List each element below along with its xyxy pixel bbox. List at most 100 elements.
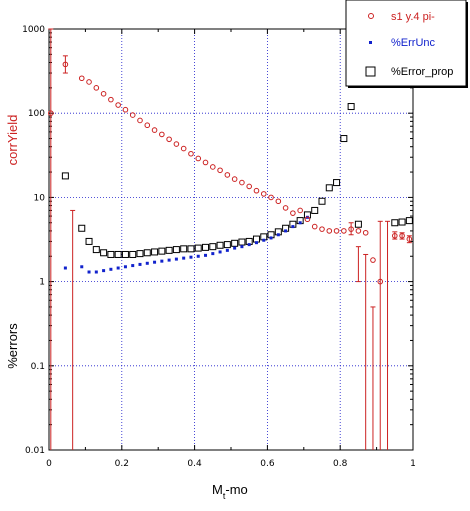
data-point-errprop xyxy=(354,220,362,228)
legend-label-prop: %Error_prop xyxy=(391,66,453,78)
data-point-errunc xyxy=(298,221,302,225)
data-point-errunc xyxy=(145,261,149,265)
data-point-errprop xyxy=(333,179,341,187)
data-point-errunc xyxy=(225,248,229,252)
x-tick-label: 0.2 xyxy=(115,459,129,469)
data-point-yield xyxy=(231,176,238,182)
x-axis-label-sub: t xyxy=(223,491,226,501)
data-point-errprop xyxy=(238,238,246,246)
x-tick-label: 1 xyxy=(410,459,416,469)
y-axis-label-bottom: %errors xyxy=(5,323,20,369)
data-point-yield xyxy=(341,228,347,234)
data-point-errprop xyxy=(180,245,188,253)
legend-label-errunc: %ErrUnc xyxy=(391,37,436,49)
data-point-errprop xyxy=(165,246,173,254)
data-point-yield xyxy=(144,122,151,129)
data-point-errunc xyxy=(138,262,142,266)
data-point-yield xyxy=(377,278,384,285)
legend-label-yield: s1 y.4 pi- xyxy=(391,11,435,23)
data-point-yield xyxy=(392,232,398,239)
series-yield xyxy=(48,61,413,285)
data-point-errprop xyxy=(61,172,69,180)
data-point-errprop xyxy=(100,249,108,257)
data-point-yield xyxy=(108,96,114,103)
legend: s1 y.4 pi- %ErrUnc %Error_prop xyxy=(345,0,468,88)
data-point-errunc xyxy=(247,243,251,247)
data-point-yield xyxy=(268,194,274,201)
data-point-errunc xyxy=(189,255,193,259)
data-point-errprop xyxy=(172,246,180,254)
data-point-yield xyxy=(151,127,158,133)
data-point-yield xyxy=(348,226,354,232)
data-point-errunc xyxy=(196,254,200,258)
data-point-yield xyxy=(78,75,85,82)
data-point-errprop xyxy=(129,250,137,258)
error-bars xyxy=(48,28,412,450)
data-point-errprop xyxy=(318,197,326,205)
data-point-yield xyxy=(290,210,296,216)
data-point-errprop xyxy=(85,237,93,245)
data-point-yield xyxy=(253,187,260,194)
x-axis-label-main: M xyxy=(212,482,223,497)
data-point-errprop xyxy=(92,246,100,254)
data-point-yield xyxy=(202,159,209,166)
data-point-errprop xyxy=(216,241,224,249)
data-point-yield xyxy=(188,150,194,157)
data-point-errunc xyxy=(116,266,120,270)
data-point-errunc xyxy=(262,238,266,242)
x-axis-label: Mt-mo xyxy=(212,482,248,501)
data-point-yield xyxy=(122,106,129,113)
data-point-errprop xyxy=(223,241,231,249)
data-point-yield xyxy=(195,155,202,162)
data-point-yield xyxy=(180,145,187,152)
y-tick-label: 0.01 xyxy=(25,446,45,456)
data-point-errunc xyxy=(167,258,171,262)
data-point-errprop xyxy=(340,135,348,143)
x-tick-label: 0.4 xyxy=(187,459,202,469)
data-point-yield xyxy=(355,228,362,234)
data-point-errprop xyxy=(151,248,159,256)
data-point-errprop xyxy=(143,249,151,257)
data-point-yield xyxy=(166,136,172,143)
data-point-errprop xyxy=(107,250,115,258)
data-point-yield xyxy=(239,179,245,186)
data-point-yield xyxy=(48,110,54,116)
data-point-yield xyxy=(217,167,223,174)
data-point-errunc xyxy=(240,245,244,249)
data-point-yield xyxy=(246,183,252,190)
data-point-yield xyxy=(370,257,376,263)
y-tick-label: 10 xyxy=(34,193,46,203)
data-point-errunc xyxy=(284,229,288,233)
data-point-errunc xyxy=(182,256,186,260)
data-point-yield xyxy=(304,216,311,223)
data-point-yield xyxy=(275,198,282,205)
x-axis-label-rest: -mo xyxy=(225,482,247,497)
data-point-yield xyxy=(260,191,267,197)
data-point-yield xyxy=(333,228,340,234)
data-point-errunc xyxy=(80,265,84,269)
legend-marker-prop xyxy=(365,66,376,77)
data-point-yield xyxy=(159,131,165,138)
data-point-errunc xyxy=(291,225,295,229)
plot-frame xyxy=(48,28,414,451)
data-point-errunc xyxy=(131,264,135,268)
data-point-yield xyxy=(399,232,405,239)
data-point-errunc xyxy=(254,241,258,245)
data-point-yield xyxy=(311,223,318,230)
data-point-errprop xyxy=(114,250,122,258)
data-point-errprop xyxy=(136,250,144,258)
data-point-errprop xyxy=(194,244,202,252)
data-point-errunc xyxy=(211,252,215,256)
data-point-yield xyxy=(326,228,333,234)
data-point-errprop xyxy=(158,247,166,255)
data-point-yield xyxy=(282,205,289,211)
data-point-errunc xyxy=(109,267,113,271)
data-point-errprop xyxy=(209,243,217,251)
x-tick-label: 0.6 xyxy=(260,459,275,469)
data-point-yield xyxy=(86,79,92,85)
data-point-errunc xyxy=(269,236,273,240)
y-tick-label: 100 xyxy=(28,109,45,119)
data-point-errprop xyxy=(78,224,86,232)
data-point-errunc xyxy=(123,265,127,269)
y-tick-label: 1000 xyxy=(22,25,45,35)
